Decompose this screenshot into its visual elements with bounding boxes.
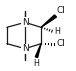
Text: N: N: [22, 18, 28, 27]
Text: Cl: Cl: [56, 39, 65, 48]
Text: H: H: [33, 59, 39, 68]
Text: N: N: [22, 44, 28, 53]
Polygon shape: [35, 44, 41, 58]
Text: Cl: Cl: [56, 6, 65, 15]
Polygon shape: [41, 15, 56, 27]
Text: H: H: [54, 27, 60, 36]
